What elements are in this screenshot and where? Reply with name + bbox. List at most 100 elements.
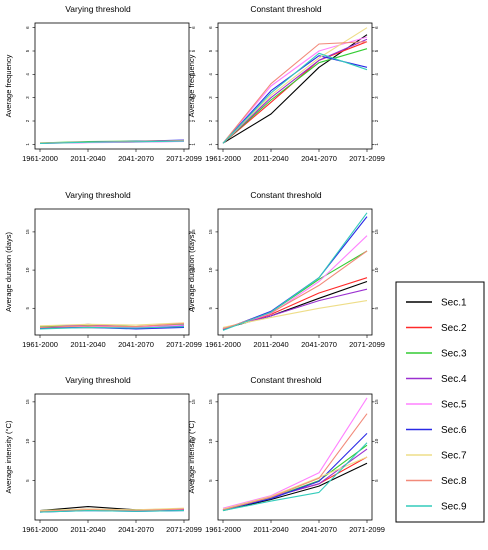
series-line-sec7 (222, 27, 368, 144)
legend-label: Sec.2 (441, 323, 467, 334)
y-tick-label: 5 (191, 307, 196, 310)
series-line-sec2 (222, 41, 368, 144)
x-tick-label: 2071-2099 (166, 525, 202, 534)
y-tick-label: 15 (208, 399, 213, 405)
legend-label: Sec.9 (441, 502, 467, 513)
y-tick-label: 6 (25, 26, 30, 29)
x-tick-label: 1961-2000 (205, 525, 241, 534)
legend-label: Sec.7 (441, 451, 467, 462)
y-tick-label: 15 (25, 229, 30, 235)
x-tick-label: 1961-2000 (22, 525, 58, 534)
y-tick-label: 15 (191, 229, 196, 235)
series-line-sec8 (222, 413, 368, 511)
y-axis-label: Average duration (days) (4, 232, 13, 312)
panel-title: Varying threshold (65, 190, 131, 200)
x-tick-label: 2071-2099 (349, 525, 385, 534)
legend-box (395, 281, 485, 523)
y-tick-label: 5 (208, 49, 213, 52)
x-tick-label: 2041-2070 (301, 154, 337, 163)
series-line-sec5 (222, 397, 368, 509)
panel-4: Constant threshold Average duration (days… (187, 190, 385, 349)
y-tick-label: 3 (191, 96, 196, 99)
legend-label: Sec.5 (441, 400, 467, 411)
series-line-sec9 (222, 212, 368, 331)
y-axis-label: Average intensity (°C) (187, 420, 196, 493)
y-tick-label: 10 (25, 267, 30, 273)
x-tick-label: 2041-2070 (301, 340, 337, 349)
x-tick-label: 1961-2000 (22, 154, 58, 163)
y-tick-label: 1 (208, 143, 213, 146)
y-tick-label: 6 (208, 26, 213, 29)
series-line-sec9 (39, 326, 185, 330)
y-tick-label: 4 (374, 73, 379, 76)
y-tick-label: 4 (191, 73, 196, 76)
x-tick-label: 2011-2040 (253, 525, 288, 534)
series-line-sec9 (39, 510, 185, 513)
y-tick-label: 15 (374, 399, 379, 405)
y-tick-label: 5 (25, 307, 30, 310)
y-axis-label: Average intensity (°C) (4, 420, 13, 493)
series-line-sec9 (222, 52, 368, 144)
x-tick-label: 2011-2040 (253, 154, 288, 163)
series-line-sec8 (222, 250, 368, 330)
y-tick-label: 2 (208, 119, 213, 122)
series-line-sec8 (39, 322, 185, 328)
series-line-sec9 (39, 140, 185, 144)
series-line-sec6 (222, 433, 368, 511)
y-tick-label: 5 (191, 49, 196, 52)
x-tick-label: 2071-2099 (166, 154, 202, 163)
x-tick-label: 2041-2070 (118, 154, 154, 163)
y-axis-label: Average duration (days) (187, 232, 196, 312)
y-tick-label: 5 (374, 479, 379, 482)
x-tick-label: 1961-2000 (22, 340, 58, 349)
panel-title: Constant threshold (250, 190, 322, 200)
series-line-sec8 (222, 41, 368, 144)
x-tick-label: 2041-2070 (301, 525, 337, 534)
panel-title: Varying threshold (65, 375, 131, 385)
y-tick-label: 5 (374, 307, 379, 310)
plot-frame (34, 22, 190, 150)
plot-frame (217, 393, 373, 521)
legend-label: Sec.3 (441, 349, 467, 360)
y-tick-label: 2 (25, 119, 30, 122)
legend-label: Sec.6 (441, 425, 467, 436)
x-tick-label: 2011-2040 (70, 340, 105, 349)
legend: Sec.1 Sec.2 Sec.3 Sec.4 Sec.5 Sec.6 Sec.7 Sec.8… (395, 281, 485, 523)
x-tick-label: 2041-2070 (118, 340, 154, 349)
y-tick-label: 5 (374, 49, 379, 52)
y-tick-label: 4 (208, 73, 213, 76)
y-tick-label: 2 (374, 119, 379, 122)
y-tick-label: 5 (191, 479, 196, 482)
y-tick-label: 10 (25, 438, 30, 444)
y-tick-label: 1 (25, 143, 30, 146)
x-tick-label: 2011-2040 (253, 340, 288, 349)
series-line-sec4 (222, 448, 368, 511)
y-tick-label: 6 (191, 26, 196, 29)
series-line-sec7 (222, 300, 368, 328)
series-line-sec1 (222, 462, 368, 512)
y-tick-label: 10 (208, 438, 213, 444)
x-tick-label: 2071-2099 (349, 340, 385, 349)
y-tick-label: 10 (374, 438, 379, 444)
plot-frame (34, 393, 190, 521)
y-tick-label: 1 (191, 143, 196, 146)
panel-6: Constant threshold Average intensity (°C)… (187, 375, 385, 534)
x-tick-label: 2071-2099 (349, 154, 385, 163)
panel-2: Constant threshold Average frequency 1 1 2 2 3… (187, 4, 385, 163)
legend-label: Sec.4 (441, 374, 467, 385)
legend-label: Sec.8 (441, 476, 467, 487)
x-tick-label: 2071-2099 (166, 340, 202, 349)
plot-frame (217, 208, 373, 336)
panel-title: Constant threshold (250, 4, 322, 14)
y-tick-label: 5 (25, 49, 30, 52)
y-tick-label: 1 (374, 143, 379, 146)
y-tick-label: 10 (374, 267, 379, 273)
series-line-sec3 (222, 250, 368, 331)
y-tick-label: 4 (25, 73, 30, 76)
y-tick-label: 15 (25, 399, 30, 405)
series-line-sec5 (222, 235, 368, 330)
plot-frame (217, 22, 373, 150)
series-line-sec5 (222, 36, 368, 144)
